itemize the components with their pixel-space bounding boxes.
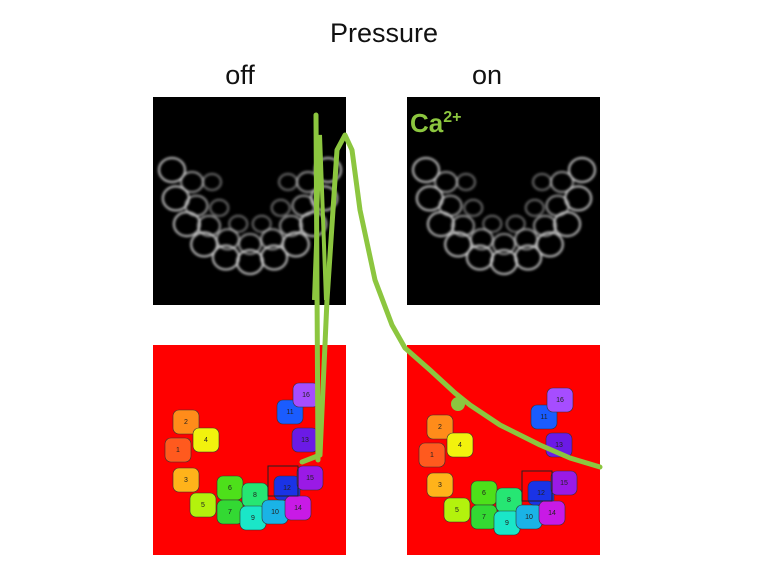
cell-number: 12 (283, 485, 291, 492)
seg-cell (172, 467, 200, 493)
cell-number: 14 (294, 505, 302, 512)
cell (412, 157, 440, 183)
calcium-base: Ca (410, 108, 444, 138)
cell (568, 157, 596, 183)
cell (514, 228, 539, 251)
cell (456, 173, 476, 191)
seg-cell (192, 427, 220, 453)
cell-number: 13 (301, 437, 309, 444)
cell-number: 5 (455, 507, 459, 514)
calcium-sup: 2+ (443, 109, 461, 126)
cell-number: 16 (556, 397, 564, 404)
cell-number: 3 (438, 482, 442, 489)
cell (228, 214, 249, 233)
cell-number: 8 (507, 497, 511, 504)
cell-number: 10 (271, 509, 279, 516)
roi-box (267, 465, 299, 497)
seg-cell (426, 472, 454, 498)
cell-number: 6 (228, 485, 232, 492)
cell (505, 214, 526, 233)
seg-cell (172, 409, 200, 435)
calcium-trace (299, 112, 603, 470)
cell (184, 194, 209, 217)
cell (278, 173, 298, 191)
cell-number: 13 (555, 442, 563, 449)
cell (469, 228, 494, 251)
cell-number: 11 (540, 414, 547, 421)
cell-number: 1 (430, 452, 434, 459)
seg-cell (443, 497, 471, 523)
cell (535, 231, 564, 258)
cell (444, 231, 473, 258)
cell-number: 4 (458, 442, 462, 449)
cell-number: 14 (548, 510, 556, 517)
cell (158, 157, 186, 183)
calcium-trace-spike (312, 134, 328, 301)
seg-cell (418, 442, 446, 468)
cell-number: 5 (201, 502, 205, 509)
cell-number: 1 (176, 447, 180, 454)
cell-number: 7 (482, 514, 486, 521)
cell-number: 6 (482, 490, 486, 497)
cell-number: 7 (228, 509, 232, 516)
seg-cell (446, 432, 474, 458)
cell (281, 231, 310, 258)
trace-dot (451, 397, 465, 411)
cell (532, 173, 552, 191)
cell-number: 10 (525, 514, 533, 521)
seg-cell (550, 470, 578, 496)
label-on: on (472, 60, 502, 90)
cell (533, 214, 558, 237)
roi-box (521, 470, 553, 502)
cell (514, 244, 543, 271)
label-off: off (225, 60, 255, 90)
cell-number: 15 (306, 475, 314, 482)
cell (196, 214, 221, 237)
cell-number: 16 (302, 392, 310, 399)
cell (202, 173, 222, 191)
cell-number: 2 (184, 419, 188, 426)
seg-cell (164, 437, 192, 463)
cell (190, 231, 219, 258)
cell (463, 198, 484, 217)
seg-cell (296, 465, 324, 491)
cell (545, 194, 570, 217)
cell (260, 244, 289, 271)
cell (215, 228, 240, 251)
cell-number: 8 (253, 492, 257, 499)
cell (450, 214, 475, 237)
cell (270, 198, 291, 217)
cell (260, 228, 285, 251)
title: Pressure (330, 18, 438, 48)
cell-number: 9 (251, 515, 255, 522)
cell (279, 214, 304, 237)
cell (209, 198, 230, 217)
cell-number: 11 (286, 409, 293, 416)
microscopy-on (407, 97, 600, 305)
cell-number: 4 (204, 437, 208, 444)
cell (524, 198, 545, 217)
calcium-label: Ca2+ (410, 108, 462, 138)
cell (492, 233, 516, 255)
cell-number: 3 (184, 477, 188, 484)
cell-number: 12 (537, 490, 545, 497)
cell-number: 2 (438, 424, 442, 431)
cell (482, 214, 503, 233)
seg-cell (426, 414, 454, 440)
cell-number: 9 (505, 520, 509, 527)
cell (238, 233, 262, 255)
seg-cell (189, 492, 217, 518)
cell-number: 15 (560, 480, 568, 487)
cell (251, 214, 272, 233)
seg-cell (546, 387, 574, 413)
cell (438, 194, 463, 217)
